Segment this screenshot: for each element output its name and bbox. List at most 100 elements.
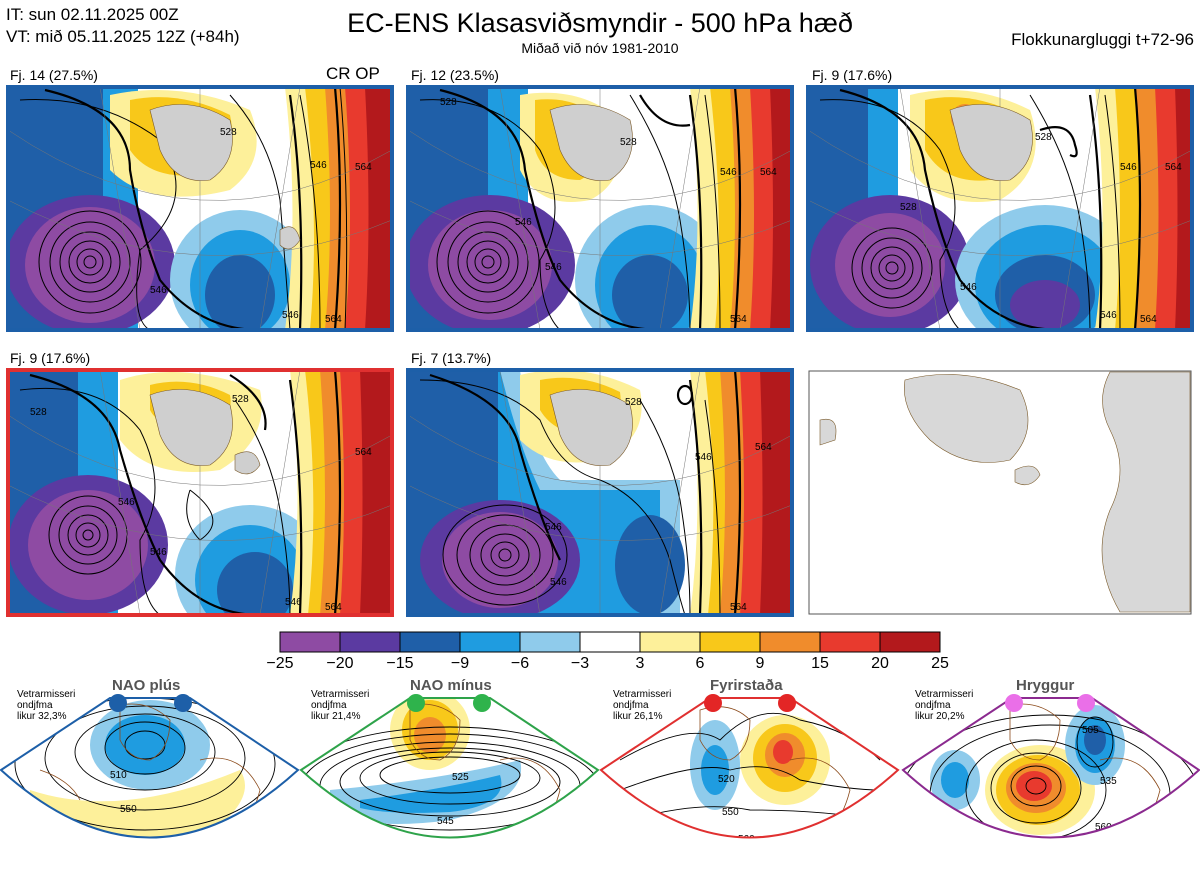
cluster-4-label: Fj. 9 (17.6%) (10, 350, 91, 366)
regime-dot (704, 694, 722, 712)
contour-label: 564 (325, 314, 342, 325)
contour-label: 520 (718, 774, 735, 785)
cluster-1-map: 528 546 546 564 546 564 (8, 87, 392, 330)
cluster-5-map: 528 546 564 546 546 564 (408, 370, 792, 615)
regime-2-title: NAO mínus (410, 677, 492, 694)
colorbar-tick-label: 25 (931, 655, 949, 672)
contour-label: 505 (1082, 725, 1099, 736)
contour-label: 564 (755, 442, 772, 453)
colorbar-tick-label: −15 (386, 655, 414, 672)
contour-label: 546 (695, 452, 712, 463)
contour-label: 528 (30, 407, 47, 418)
contour-label: 550 (120, 804, 137, 815)
contour-label: 546 (545, 262, 562, 273)
cluster-1-tag: CR OP (326, 64, 380, 83)
contour-label: 564 (1165, 162, 1182, 173)
cluster-5-border (406, 368, 794, 617)
colorbar-tick-label: −6 (510, 655, 530, 672)
regime-dot (109, 694, 127, 712)
contour-label: 565 (447, 850, 464, 861)
contour-label: 528 (220, 127, 237, 138)
contour-label: 564 (730, 314, 747, 325)
empty-basemap (808, 370, 1192, 615)
cluster-2-map: 528 528 546 546 564 546 564 (408, 87, 792, 330)
regime-dot (1077, 694, 1095, 712)
contour-label: 528 (232, 394, 249, 405)
regime-4-map: 505 535 560 (903, 698, 1199, 838)
colorbar-tick-label: −25 (266, 655, 294, 672)
regime-1-stats: Vetrarmisseri ondjfma likur 32,3% (17, 689, 76, 722)
regime-4-stats: Vetrarmisseri ondjfma likur 20,2% (915, 689, 974, 722)
cluster-4-map: 528 528 546 546 564 546 564 (8, 370, 392, 615)
contour-label: 564 (1140, 314, 1157, 325)
contour-label: 546 (150, 285, 167, 296)
contour-label: 546 (285, 597, 302, 608)
cluster-1-border (6, 85, 394, 332)
colorbar-tick-label: 15 (811, 655, 829, 672)
contour-label: 546 (545, 522, 562, 533)
initial-time: IT: sun 02.11.2025 00Z (6, 5, 179, 24)
colorbar-tick-label: −3 (570, 655, 590, 672)
colorbar-swatch (879, 631, 941, 653)
regime-dot (778, 694, 796, 712)
regime-dot (1005, 694, 1023, 712)
regime-dot (473, 694, 491, 712)
cluster-2-border (406, 85, 794, 332)
regime-3-stats: Vetrarmisseri ondjfma likur 26,1% (613, 689, 672, 722)
contour-label: 510 (110, 770, 127, 781)
regime-4-frame (901, 697, 1200, 839)
contour-label: 564 (730, 602, 747, 613)
regime-dot (407, 694, 425, 712)
regime-dot (174, 694, 192, 712)
contour-label: 546 (960, 282, 977, 293)
regime-3-map: 520 550 560 (601, 698, 898, 845)
contour-label: 546 (282, 310, 299, 321)
regime-1-title: NAO plús (112, 677, 181, 694)
regime-dots (109, 694, 1095, 712)
run-info: IT: sun 02.11.2025 00Z VT: mið 05.11.202… (6, 4, 240, 48)
colorbar-tick-label: 6 (695, 655, 705, 672)
contour-label: 564 (325, 602, 342, 613)
contour-label: 546 (150, 547, 167, 558)
cluster-5-label: Fj. 7 (13.7%) (411, 350, 492, 366)
contour-label: 546 (720, 167, 737, 178)
regime-4-title: Hryggur (1016, 677, 1075, 694)
contour-label: 546 (118, 497, 135, 508)
contour-label: 560 (1095, 822, 1112, 833)
regime-2-map: 525 545 565 (301, 698, 598, 861)
colorbar-tick-label: −20 (326, 655, 354, 672)
contour-label: 528 (625, 397, 642, 408)
cluster-4-border (6, 368, 394, 617)
contour-label: 546 (515, 217, 532, 228)
cluster-3-border (806, 85, 1194, 332)
cluster-1-label: Fj. 14 (27.5%) (10, 67, 98, 83)
classification-window: Flokkunargluggi t+72-96 (1011, 30, 1194, 49)
colorbar-tick-label: −9 (450, 655, 470, 672)
contour-label: 546 (310, 160, 327, 171)
contour-label: 545 (437, 816, 454, 827)
regime-2-frame (299, 697, 600, 839)
cluster-3-label: Fj. 9 (17.6%) (812, 67, 893, 83)
contour-label: 546 (550, 577, 567, 588)
regime-3-title: Fyrirstaða (710, 677, 783, 694)
contour-label: 528 (900, 202, 917, 213)
contour-label: 525 (452, 772, 469, 783)
contour-label: 564 (355, 447, 372, 458)
contour-label: 535 (1100, 776, 1117, 787)
contour-label: 550 (722, 807, 739, 818)
contour-label: 528 (440, 97, 457, 108)
page-subtitle: Miðað við nóv 1981-2010 (521, 40, 679, 56)
regime-1-frame (0, 697, 300, 839)
colorbar-swatches (279, 631, 941, 653)
contour-label: 564 (760, 167, 777, 178)
contour-label: 528 (1035, 132, 1052, 143)
colorbar-tick-label: 9 (755, 655, 765, 672)
contour-label: 564 (355, 162, 372, 173)
contour-label: 546 (1120, 162, 1137, 173)
colorbar-tick-label: 20 (871, 655, 889, 672)
regime-2-stats: Vetrarmisseri ondjfma likur 21,4% (311, 689, 370, 722)
contour-label: 560 (738, 834, 755, 845)
